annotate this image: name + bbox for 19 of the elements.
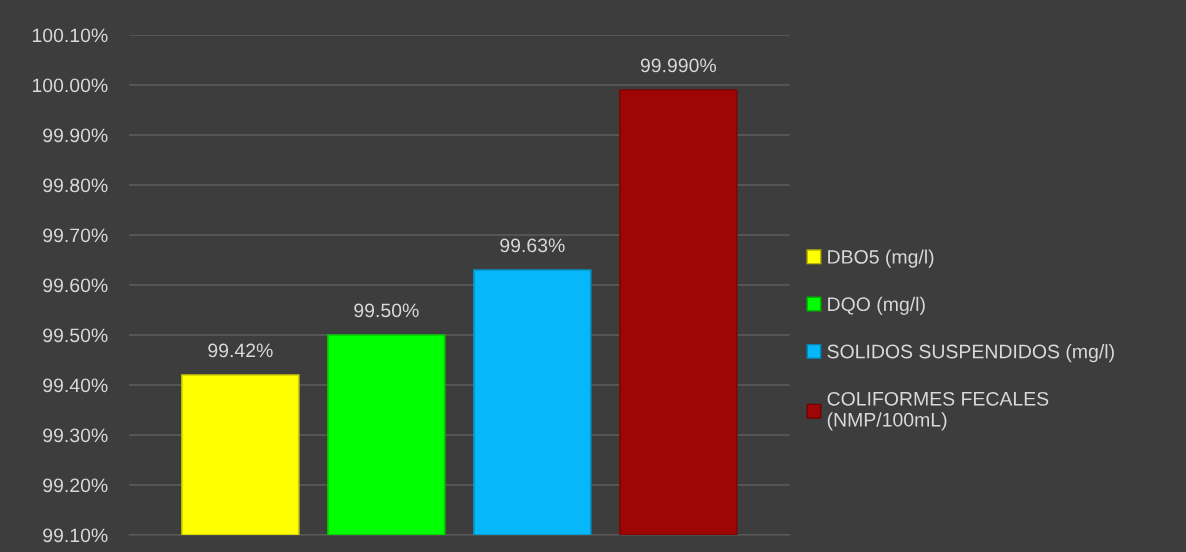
- legend-label: DBO5 (mg/l): [828, 249, 934, 268]
- y-tick-label: 99.60%: [43, 278, 108, 293]
- y-tick-label: 100.10%: [32, 28, 108, 43]
- data-label: 99.42%: [208, 343, 273, 358]
- y-tick-label: 100.00%: [32, 78, 108, 93]
- y-tick-label: 99.20%: [43, 478, 108, 493]
- y-tick-label: 99.30%: [43, 428, 108, 443]
- y-tick-label: 99.50%: [43, 328, 108, 343]
- y-tick-label: 99.70%: [43, 228, 108, 243]
- legend-label: COLIFORMES FECALES (NMP/100mL): [827, 391, 1049, 431]
- y-tick-label: 99.40%: [43, 378, 108, 393]
- y-tick-label: 99.10%: [43, 528, 108, 543]
- y-tick-label: 99.90%: [43, 128, 108, 143]
- data-label: 99.990%: [640, 58, 717, 73]
- data-label: 99.63%: [500, 238, 565, 253]
- legend-label: SOLIDOS SUSPENDIDOS (mg/l): [827, 344, 1114, 363]
- y-tick-label: 99.80%: [43, 178, 108, 193]
- data-label: 99.50%: [354, 303, 419, 318]
- legend-label: DQO (mg/l): [828, 296, 925, 315]
